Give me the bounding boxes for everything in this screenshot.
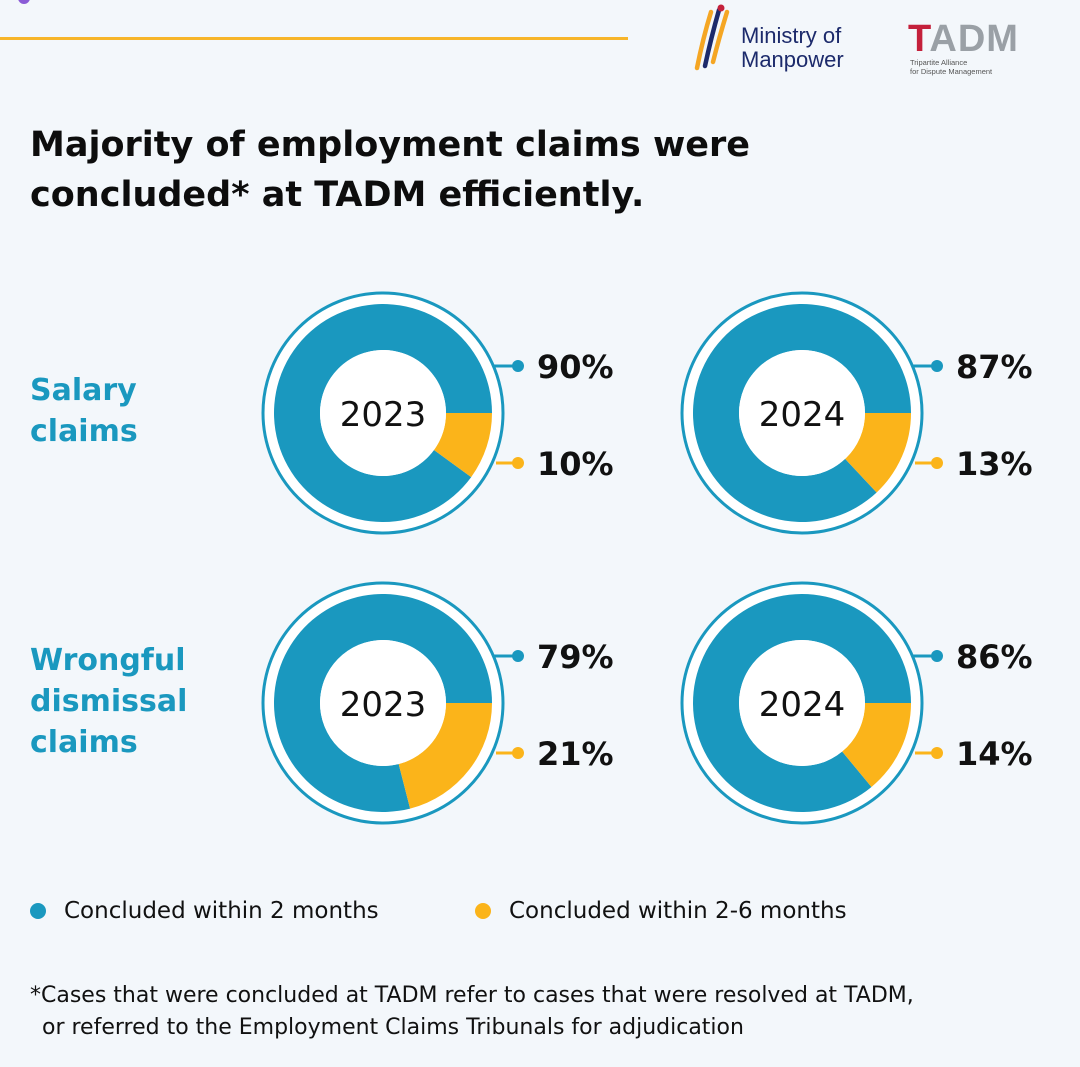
donut-slice-within-2-months [274,594,492,812]
data-label-within-2-6-months: 10% [537,445,614,483]
legend-item-within-2-months: Concluded within 2 months [30,893,379,929]
legend-label: Concluded within 2-6 months [509,898,847,924]
leader-dot-within-2-months [931,650,943,662]
data-label-within-2-6-months: 13% [956,445,1033,483]
donut-slice-within-2-months [692,304,911,522]
legend-swatch-blue [30,903,46,919]
donut-slice-within-2-6-months [433,413,492,478]
data-label-within-2-months: 87% [956,348,1033,386]
data-label-within-2-months: 79% [537,638,614,676]
leader-dot-within-2-6-months [931,457,943,469]
row-label-line: Salary [30,373,137,408]
leader-dot-within-2-months [931,360,943,372]
legend-item-within-2-6-months: Concluded within 2-6 months [475,893,847,929]
donut-hole [739,350,865,476]
donut-hole [739,640,865,766]
row-label-line: claims [30,414,138,449]
data-label-within-2-6-months: 21% [537,735,614,773]
row-label-salary-claims: Salary claims [30,370,138,452]
donut-hole [320,350,446,476]
data-label-within-2-6-months: 14% [956,735,1033,773]
data-label-within-2-months: 86% [956,638,1033,676]
row-label-wrongful-dismissal-claims: Wrongful dismissal claims [30,640,187,763]
footnote-line-1: *Cases that were concluded at TADM refer… [30,983,914,1008]
donut-year-label: 2023 [340,685,427,725]
mom-logo-line-2: Manpower [741,47,844,72]
page-title: Majority of employment claims were concl… [30,120,930,220]
donut-slice-within-2-months [273,304,492,523]
legend-swatch-yellow [475,903,491,919]
tadm-logo-letter-t: T [908,18,930,60]
footnote: *Cases that were concluded at TADM refer… [30,980,1050,1044]
donut-hole [320,640,446,766]
mom-logo-line-1: Ministry of [741,23,842,48]
tadm-logo: TADM Tripartite Alliance for Dispute Man… [908,18,1058,82]
tadm-logo-subtext-1: Tripartite Alliance [910,58,968,67]
footnote-line-2: or referred to the Employment Claims Tri… [42,1015,744,1040]
leader-dot-within-2-months [512,360,524,372]
leader-dot-within-2-6-months [931,747,943,759]
tadm-logo-letters-adm: ADM [929,18,1019,60]
donut-slice-within-2-6-months [398,703,492,809]
data-label-within-2-months: 90% [537,348,614,386]
row-label-line: Wrongful [30,643,186,678]
row-label-line: dismissal [30,684,188,719]
page-title-line-1: Majority of employment claims were [30,125,751,165]
header-accent-line [0,37,628,40]
header-accent-dot [18,0,30,4]
ministry-of-manpower-logo: Ministry of Manpower [693,4,873,74]
donut-charts: 2023 90% 10% 2024 87% 13% 2023 79% 21% 2024 86% 14% [261,291,1033,825]
donut-year-label: 2024 [759,395,846,435]
leader-dot-within-2-months [512,650,524,662]
mom-logo-mark-icon [694,4,730,71]
donut-slice-within-2-months [693,593,911,812]
donut-year-label: 2024 [759,685,846,725]
chart-legend: Concluded within 2 months Concluded with… [0,893,1080,929]
page-title-line-2: concluded* at TADM efficiently. [30,175,645,215]
leader-dot-within-2-6-months [512,747,524,759]
donut-slice-within-2-6-months [842,703,911,787]
leader-dot-within-2-6-months [512,457,524,469]
row-label-line: claims [30,725,138,760]
donut-slice-within-2-6-months [845,413,911,493]
donut-year-label: 2023 [340,395,427,435]
tadm-logo-subtext-2: for Dispute Management [910,67,993,76]
legend-label: Concluded within 2 months [64,898,379,924]
